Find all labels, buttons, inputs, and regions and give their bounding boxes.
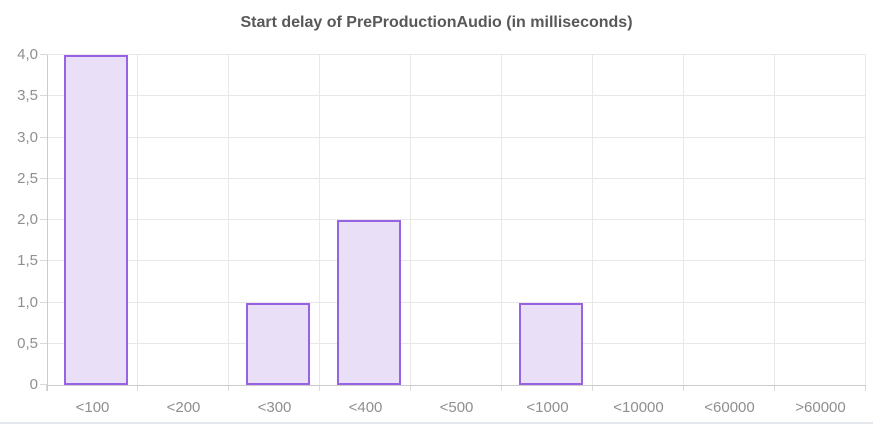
gridline-vertical <box>228 55 229 385</box>
x-axis-tick <box>137 385 138 391</box>
y-axis-label: 2,0 <box>17 211 38 228</box>
gridline-horizontal <box>47 95 866 97</box>
gridline-vertical <box>774 55 775 385</box>
y-axis-tick <box>40 54 47 55</box>
x-axis-tick <box>592 385 593 391</box>
y-axis-label: 0 <box>29 376 38 393</box>
x-axis-label: <200 <box>166 399 201 416</box>
y-axis-label: 0,5 <box>17 334 38 352</box>
gridline-horizontal <box>47 342 866 344</box>
x-axis-tick <box>501 385 502 391</box>
bar[interactable] <box>519 302 583 385</box>
y-axis-label: 4,0 <box>17 46 38 63</box>
y-axis-tick <box>40 177 47 179</box>
gridline-vertical <box>683 55 684 385</box>
gridline-horizontal <box>47 54 866 55</box>
gridline-vertical <box>410 55 411 385</box>
y-axis-tick <box>40 384 47 385</box>
bar[interactable] <box>246 302 310 385</box>
y-axis-label: 3,0 <box>17 128 38 146</box>
y-axis-line <box>47 55 48 391</box>
y-axis-tick <box>40 260 47 262</box>
x-axis-label: <400 <box>348 399 383 416</box>
y-axis-tick <box>40 301 47 303</box>
x-axis-tick <box>228 385 229 391</box>
x-axis-label: >60000 <box>795 399 846 416</box>
gridline-horizontal <box>47 219 866 220</box>
y-axis-tick <box>40 95 47 97</box>
gridline-vertical <box>865 55 866 385</box>
gridline-vertical <box>592 55 593 385</box>
y-axis-label: 2,5 <box>17 169 38 187</box>
x-axis-line <box>47 385 866 386</box>
gridline-horizontal <box>47 177 866 179</box>
gridline-vertical <box>137 55 138 385</box>
x-axis-label: <500 <box>439 399 474 416</box>
x-axis-label: <100 <box>75 399 110 416</box>
y-axis-label: 1,0 <box>17 293 38 311</box>
gridline-horizontal <box>47 260 866 262</box>
gridline-horizontal <box>47 136 866 138</box>
y-axis-label: 1,5 <box>17 252 38 270</box>
bar[interactable] <box>64 55 128 385</box>
y-axis-tick <box>40 136 47 138</box>
x-axis-tick <box>774 385 775 391</box>
chart-title: Start delay of PreProductionAudio (in mi… <box>240 14 633 31</box>
x-axis-label: <300 <box>257 399 292 416</box>
x-axis-tick <box>683 385 684 391</box>
gridline-horizontal <box>47 301 866 303</box>
bar[interactable] <box>337 220 401 385</box>
gridline-vertical <box>501 55 502 385</box>
x-axis-label: <60000 <box>704 399 755 416</box>
x-axis-tick <box>865 385 866 391</box>
gridline-vertical <box>319 55 320 385</box>
y-axis-label: 3,5 <box>17 87 38 105</box>
x-axis-label: <10000 <box>613 399 664 416</box>
bottom-divider <box>0 422 873 424</box>
x-axis-label: <1000 <box>526 399 569 416</box>
x-axis-tick <box>319 385 320 391</box>
y-axis-tick <box>40 342 47 344</box>
y-axis-tick <box>40 219 47 220</box>
x-axis-tick <box>46 385 47 391</box>
x-axis-tick <box>410 385 411 391</box>
